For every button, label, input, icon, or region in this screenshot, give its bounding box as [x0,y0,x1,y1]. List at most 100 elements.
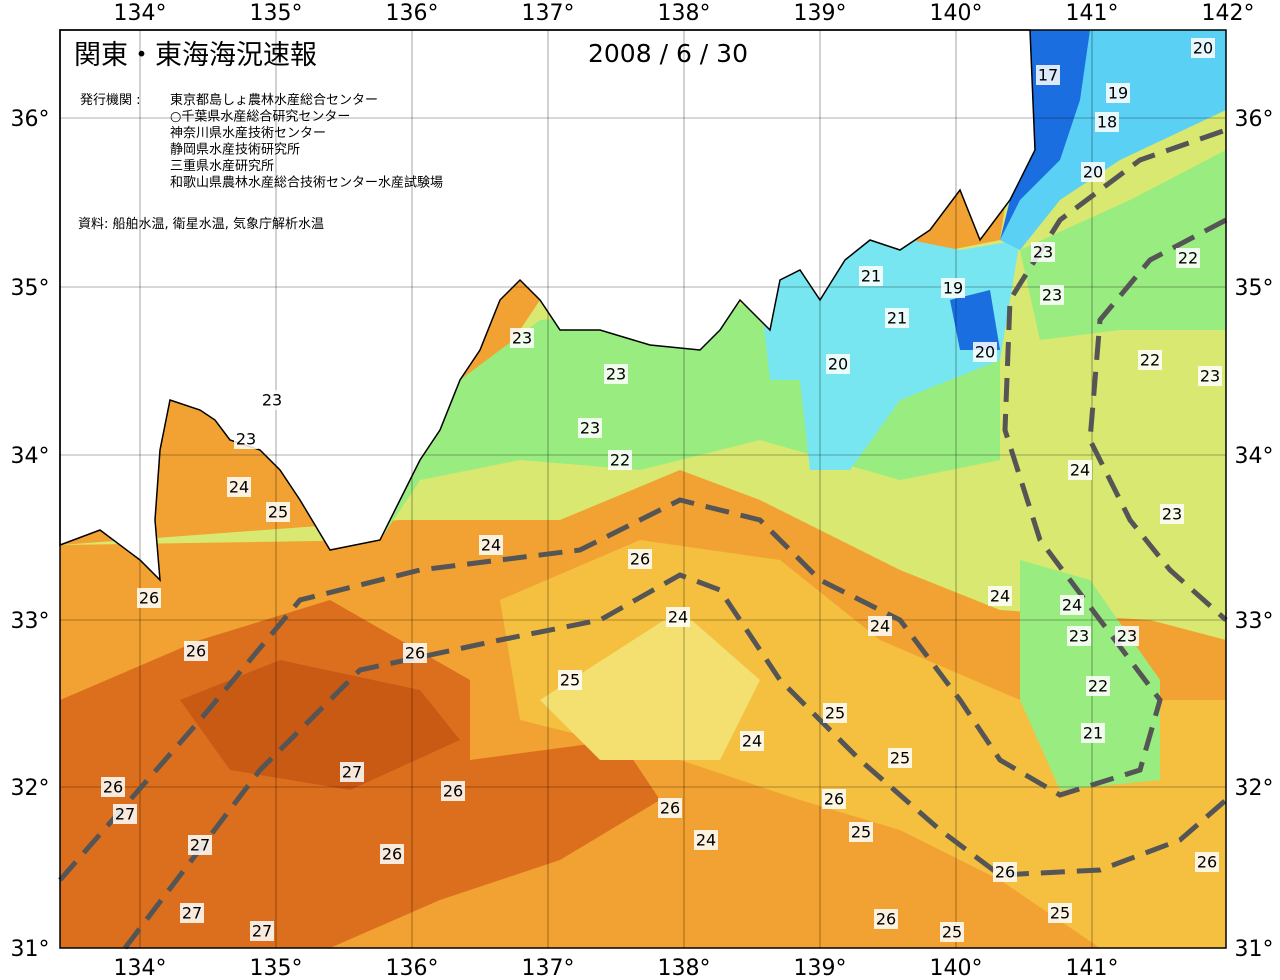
lon-label: 140° [930,956,983,980]
label-bg [1040,285,1064,305]
warm-core [180,660,460,790]
contour-label: 27 [190,836,210,855]
lon-label: 139° [794,956,847,980]
contour-label: 23 [1042,286,1062,305]
contour-label: 20 [828,355,848,374]
contour-label: 26 [103,778,123,797]
ocean-cool [1020,560,1160,790]
contour-label: 21 [887,309,907,328]
lon-label: 136° [386,1,439,26]
contour-label: 27 [115,805,135,824]
contour-label: 25 [1050,904,1070,923]
label-bg [1081,162,1105,182]
label-bg [988,586,1012,606]
label-bg [266,502,290,522]
label-bg [1036,65,1060,85]
lon-label: 139° [794,1,847,26]
lat-label: 32° [1235,776,1274,801]
contour-label: 24 [668,608,688,627]
label-bg [1095,112,1119,132]
contour-label: 23 [606,365,626,384]
contour-label: 20 [1083,163,1103,182]
agency: 静岡県水産技術研究所 [170,142,300,158]
label-bg [826,354,850,374]
contour-label: 27 [342,763,362,782]
label-bg [479,535,503,555]
label-bg [510,328,534,348]
label-bg [184,641,208,661]
lat-label: 36° [11,107,50,132]
label-bg [340,762,364,782]
label-bg [1115,626,1139,646]
current-line [1087,217,1228,622]
current-line [123,572,1228,950]
contour-label: 24 [696,831,716,850]
lon-label: 134° [114,1,167,26]
lat-label: 34° [11,444,50,469]
label-bg [822,789,846,809]
lat-label: 35° [11,276,50,301]
label-bg [101,777,125,797]
label-bg [868,616,892,636]
contour-label: 24 [742,732,762,751]
contour-label: 24 [1070,461,1090,480]
contour-label: 26 [876,910,896,929]
lon-label: 141° [1066,1,1119,26]
label-bg [260,390,284,410]
lon-label: 138° [658,956,711,980]
label-bg [558,670,582,690]
lon-label: 138° [658,1,711,26]
agency-label: 発行機関 : [80,93,141,108]
contour-label: 22 [610,451,630,470]
label-bg [666,607,690,627]
label-bg [1160,504,1184,524]
contour-label: 23 [1200,367,1220,386]
contour-label: 24 [990,587,1010,606]
contour-label: 21 [1083,724,1103,743]
contour-label: 26 [139,589,159,608]
contour-label: 17 [1038,66,1058,85]
label-bg [940,922,964,942]
label-bg [1060,595,1084,615]
source: 資料: 船舶水温, 衛星水温, 気象庁解析水温 [78,216,324,232]
label-bg [1176,248,1200,268]
label-bg [234,429,258,449]
agency: 和歌山県農林水産総合技術センター水産試験場 [170,175,443,191]
contour-label: 23 [236,430,256,449]
lon-label: 141° [1066,956,1119,980]
contour-label: 22 [1178,249,1198,268]
label-bg [578,418,602,438]
agency-list: 東京都島しょ農林水産総合センター○千葉県水産総合研究センター神奈川県水産技術セン… [170,92,443,191]
label-bg [1198,366,1222,386]
label-bg [1067,626,1091,646]
contour-label: 25 [268,503,288,522]
date: 2008 / 6 / 30 [588,39,748,68]
land [59,29,1036,582]
lon-label: 137° [522,956,575,980]
label-bg [849,822,873,842]
title: 関東・東海海況速報 [74,40,317,71]
lat-label: 31° [11,937,50,962]
label-bg [1048,903,1072,923]
contour-label: 19 [1108,84,1128,103]
contour-label: 23 [580,419,600,438]
label-bg [740,731,764,751]
contour-label: 25 [942,923,962,942]
label-bg [227,477,251,497]
contour-label: 26 [443,782,463,801]
lat-label: 33° [11,609,50,634]
map-frame [59,29,1227,949]
agency: ○千葉県水産総合研究センター [170,109,350,125]
contour-label: 26 [824,790,844,809]
label-bg [973,342,997,362]
label-bg [250,921,274,941]
ocean-cool [1020,150,1226,340]
label-bg [1031,242,1055,262]
contour-label: 18 [1097,113,1117,132]
contour-label: 26 [630,550,650,569]
label-bg [188,835,212,855]
contour-label: 19 [943,279,963,298]
lat-label: 35° [1235,276,1274,301]
